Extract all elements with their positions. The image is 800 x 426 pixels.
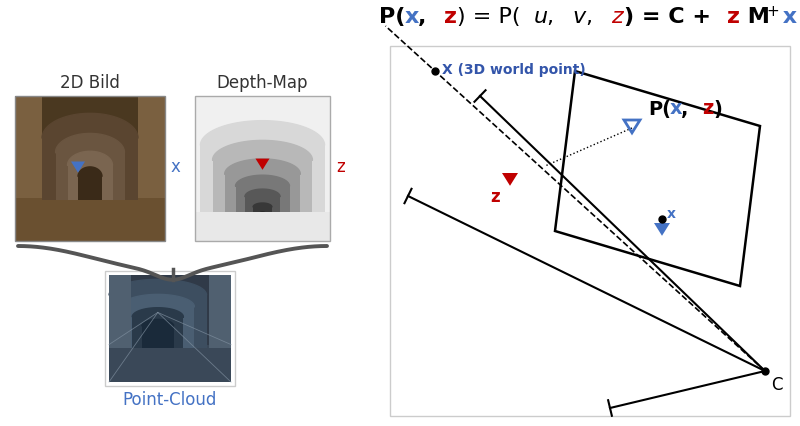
Text: v: v <box>573 7 586 27</box>
Bar <box>109 295 206 348</box>
Polygon shape <box>200 121 325 146</box>
Text: x: x <box>405 7 419 27</box>
Bar <box>225 175 300 242</box>
Text: x: x <box>667 207 676 221</box>
Text: Point-Cloud: Point-Cloud <box>123 390 217 408</box>
Polygon shape <box>225 160 300 175</box>
Text: x: x <box>171 157 181 175</box>
Text: ,: , <box>418 7 434 27</box>
Bar <box>15 198 165 242</box>
Bar <box>109 275 131 348</box>
Bar <box>15 97 42 242</box>
Text: ,: , <box>547 7 561 27</box>
Text: C: C <box>771 375 782 393</box>
Bar <box>142 326 174 348</box>
Bar <box>213 161 313 242</box>
Polygon shape <box>253 204 272 207</box>
Polygon shape <box>67 152 113 166</box>
Text: ): ) <box>714 99 722 118</box>
Bar <box>67 166 113 201</box>
Text: z: z <box>336 157 345 175</box>
Bar <box>195 213 330 242</box>
Text: Depth-Map: Depth-Map <box>217 74 308 92</box>
Bar <box>390 47 790 416</box>
Polygon shape <box>245 190 280 197</box>
Bar <box>109 275 231 382</box>
Text: 2D Bild: 2D Bild <box>60 74 120 92</box>
Text: ) = P(: ) = P( <box>457 7 520 27</box>
Bar <box>195 97 330 242</box>
Polygon shape <box>502 173 518 186</box>
Bar <box>132 317 183 348</box>
Polygon shape <box>78 167 102 177</box>
Text: z: z <box>490 187 500 205</box>
Bar <box>245 197 280 242</box>
Text: ) = C +: ) = C + <box>624 7 719 27</box>
Bar <box>200 146 325 242</box>
Text: ,: , <box>586 7 600 27</box>
Polygon shape <box>258 213 266 215</box>
Bar <box>253 207 272 242</box>
Polygon shape <box>132 308 183 317</box>
Text: z: z <box>444 7 457 27</box>
Bar <box>78 177 102 201</box>
Bar <box>15 97 165 242</box>
Text: P(: P( <box>379 7 406 27</box>
Bar <box>138 97 165 242</box>
Polygon shape <box>255 159 270 170</box>
Bar <box>209 275 231 348</box>
Bar <box>109 345 231 382</box>
Bar <box>122 307 194 348</box>
Text: X (3D world point): X (3D world point) <box>442 63 586 77</box>
Bar <box>105 271 235 386</box>
Polygon shape <box>142 320 174 326</box>
Polygon shape <box>654 224 670 236</box>
Polygon shape <box>42 114 138 139</box>
Polygon shape <box>213 141 313 161</box>
Bar <box>55 153 125 201</box>
Text: u: u <box>534 7 548 27</box>
Bar <box>258 215 266 242</box>
Text: z: z <box>727 7 740 27</box>
Polygon shape <box>55 134 125 153</box>
Polygon shape <box>555 72 760 286</box>
Bar <box>42 139 138 201</box>
Polygon shape <box>71 162 85 173</box>
Text: z: z <box>702 99 714 118</box>
Polygon shape <box>109 280 206 295</box>
Bar <box>235 187 290 242</box>
Text: M: M <box>740 7 770 27</box>
Text: ,: , <box>681 99 694 118</box>
Text: x: x <box>775 7 797 27</box>
Polygon shape <box>122 295 194 307</box>
Bar <box>15 97 165 242</box>
Text: x: x <box>670 99 682 118</box>
Text: z: z <box>611 7 623 27</box>
Bar <box>15 97 165 162</box>
Text: +: + <box>766 5 778 20</box>
Bar <box>195 97 330 242</box>
Text: P(: P( <box>648 99 671 118</box>
Polygon shape <box>235 176 290 187</box>
